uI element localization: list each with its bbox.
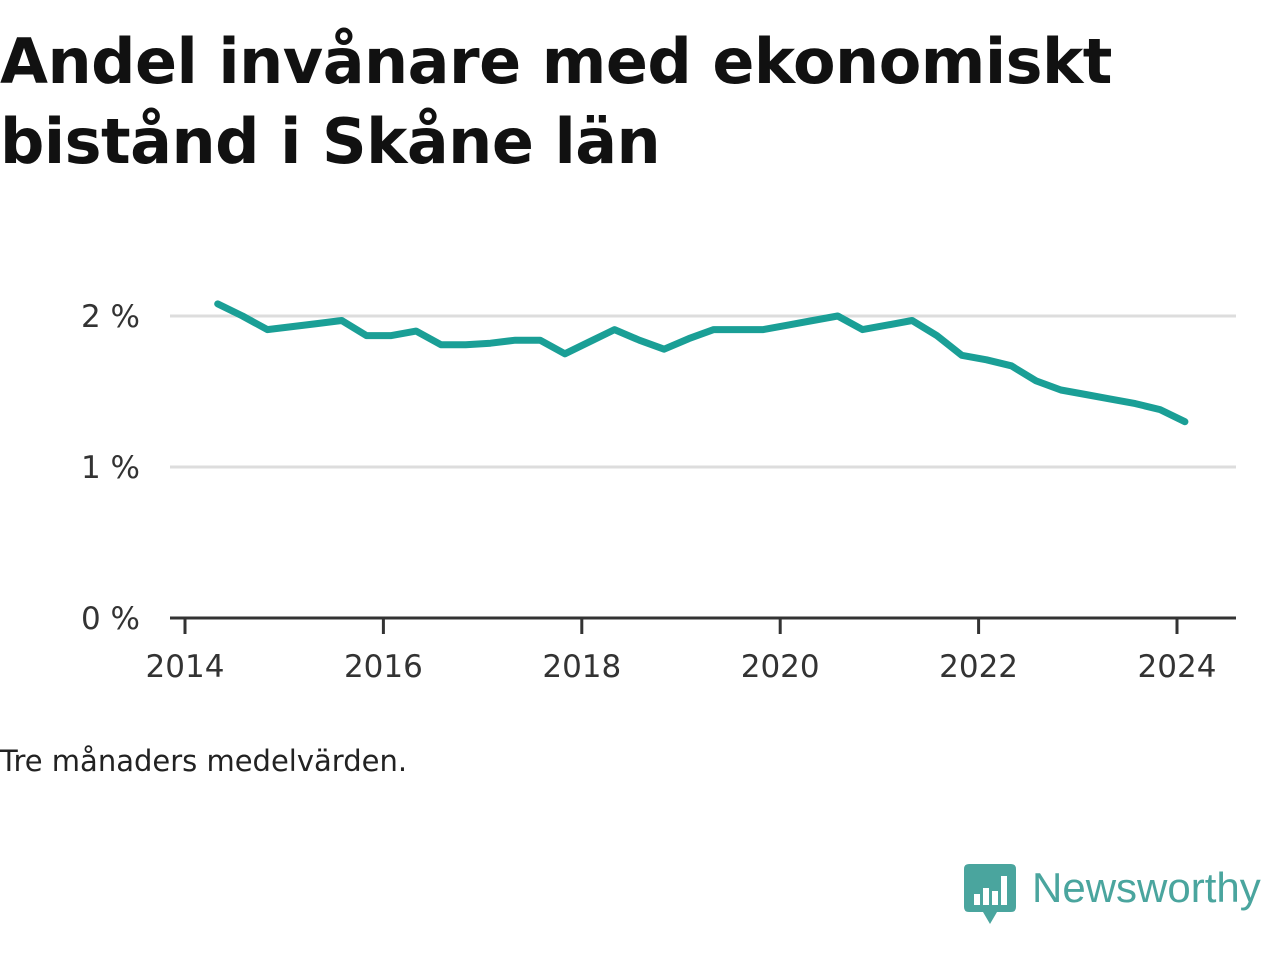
x-tick-label: 2024 bbox=[1138, 649, 1217, 685]
x-tick-label: 2020 bbox=[741, 649, 820, 685]
y-tick-label: 0 % bbox=[81, 601, 140, 637]
line-chart: 0 % 1 % 2 % 2014 2016 2018 2020 2022 2024 bbox=[81, 299, 1236, 685]
brand-name: Newsworthy bbox=[1032, 864, 1261, 911]
gridlines bbox=[170, 314, 1236, 469]
x-tick-label: 2022 bbox=[939, 649, 1018, 685]
series-line bbox=[214, 300, 1189, 426]
bar-chart-speech-bubble-icon bbox=[964, 864, 1016, 924]
x-tick-label: 2014 bbox=[146, 649, 225, 685]
y-tick-label: 2 % bbox=[81, 299, 140, 335]
y-tick-label: 1 % bbox=[81, 450, 140, 486]
brand-logo: Newsworthy bbox=[964, 864, 1261, 928]
x-axis-ticks: 2014 2016 2018 2020 2022 2024 bbox=[146, 618, 1217, 685]
x-tick-label: 2018 bbox=[542, 649, 621, 685]
y-axis-tick-labels: 0 % 1 % 2 % bbox=[81, 299, 140, 637]
x-tick-label: 2016 bbox=[344, 649, 423, 685]
chart-note: Tre månaders medelvärden. bbox=[0, 744, 408, 778]
chart-title: Andel invånare med ekonomiskt bistånd i … bbox=[0, 25, 1112, 178]
